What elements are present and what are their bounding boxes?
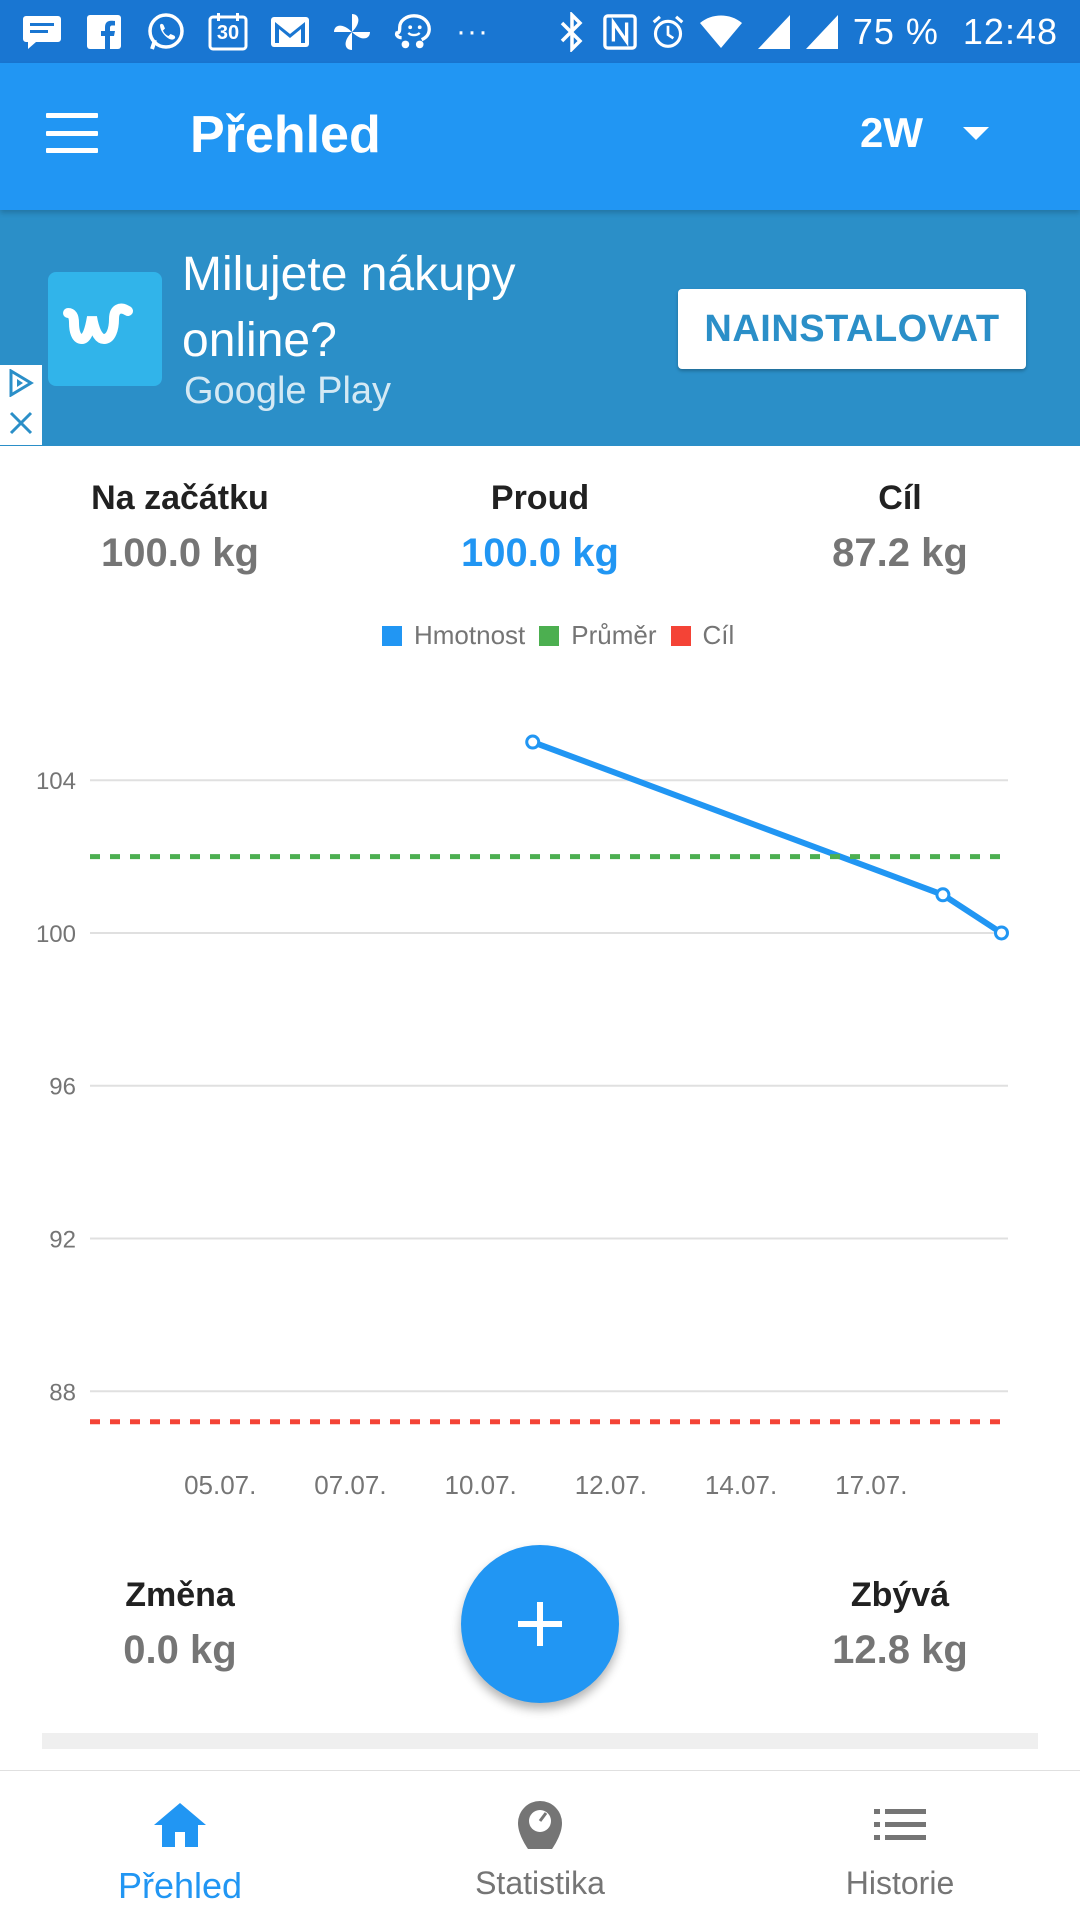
alarm-icon [651, 13, 685, 51]
page-title: Přehled [190, 106, 381, 164]
system-icons: 75 % 12:48 [555, 11, 1058, 53]
weight-chart[interactable]: 88 92 96 100 104 05.07. 07.07. 10.07. 12.07. 14.0… [0, 680, 1080, 1510]
range-dropdown[interactable]: 2W [860, 109, 989, 157]
overflow-icon: ··· [456, 14, 489, 48]
stat-remaining-value: 12.8 kg [832, 1628, 968, 1672]
data-point [993, 925, 1009, 941]
install-button[interactable]: NAINSTALOVAT [678, 289, 1026, 369]
data-point [525, 734, 541, 750]
stat-remaining: Zbývá 12.8 kg [780, 1575, 1020, 1675]
nav-overview[interactable]: Přehled [0, 1771, 360, 1920]
chart-legend: Hmotnost Průměr Cíl [382, 620, 734, 651]
nav-overview-label: Přehled [117, 1865, 243, 1906]
ad-close-icon[interactable] [8, 410, 34, 441]
bottom-nav: Přehled Statistika Historie [0, 1770, 1080, 1920]
legend-goal-swatch [670, 625, 691, 646]
data-point [935, 887, 951, 903]
chevron-down-icon [963, 126, 989, 140]
signal-2-icon [805, 13, 839, 51]
facebook-icon [84, 12, 124, 52]
app-bar: Přehled 2W [0, 63, 1080, 210]
legend-average: Průměr [539, 620, 657, 651]
y-tick-label: 92 [49, 1226, 76, 1253]
stat-start: Na začátku 100.0 kg [60, 478, 300, 578]
status-bar: 30 ··· [0, 0, 1080, 63]
whatsapp-icon [146, 12, 186, 52]
x-tick-label: 05.07. [184, 1470, 256, 1500]
x-tick-label: 14.07. [705, 1470, 777, 1500]
ad-headline: Milujete nákupy online? [182, 248, 516, 367]
x-tick-label: 07.07. [314, 1470, 386, 1500]
add-entry-button[interactable] [461, 1545, 619, 1703]
stat-change: Změna 0.0 kg [60, 1575, 300, 1675]
pinwheel-icon [332, 12, 372, 52]
y-tick-label: 100 [36, 921, 76, 948]
stat-change-label: Změna [125, 1576, 235, 1614]
x-tick-label: 17.07. [835, 1470, 907, 1500]
content-divider [42, 1733, 1038, 1749]
range-value: 2W [860, 109, 923, 156]
bluetooth-icon [555, 11, 589, 52]
legend-goal: Cíl [670, 620, 735, 651]
nav-statistics[interactable]: Statistika [360, 1771, 720, 1920]
stat-current-value: 100.0 kg [461, 531, 619, 575]
stat-goal: Cíl 87.2 kg [780, 478, 1020, 578]
waze-icon [394, 12, 434, 52]
calendar-day-text: 30 [216, 21, 240, 44]
wish-logo-icon [48, 272, 162, 386]
weight-chart-svg: 88 92 96 100 104 05.07. 07.07. 10.07. 12.07. 14.0… [36, 734, 1009, 1500]
stat-current-label: Proud [490, 479, 590, 517]
x-tick-label: 10.07. [444, 1470, 516, 1500]
y-tick-label: 104 [36, 768, 76, 795]
stat-change-value: 0.0 kg [123, 1628, 237, 1672]
clock-text: 12:48 [962, 10, 1058, 52]
calendar-icon: 30 [208, 12, 248, 52]
ad-choices-icon[interactable] [7, 368, 35, 402]
stat-current: Proud 100.0 kg [420, 478, 660, 578]
ad-store-label: Google Play [184, 370, 392, 412]
legend-weight: Hmotnost [382, 620, 525, 651]
signal-icon [757, 13, 791, 51]
series-weight-line [529, 739, 1005, 936]
plus-icon [518, 1602, 562, 1646]
nav-history[interactable]: Historie [720, 1771, 1080, 1920]
legend-goal-label: Cíl [702, 620, 735, 650]
nav-statistics-label: Statistika [475, 1865, 605, 1901]
wifi-icon [699, 13, 743, 51]
menu-icon[interactable] [46, 113, 98, 153]
battery-text: 75 % [852, 10, 939, 52]
y-tick-label: 88 [49, 1379, 76, 1406]
list-icon [872, 1797, 928, 1853]
ad-banner[interactable]: Milujete nákupy online? Google Play NAIN… [0, 210, 1080, 446]
notification-icons: 30 ··· [22, 12, 489, 52]
legend-average-label: Průměr [571, 620, 657, 650]
legend-weight-swatch [382, 625, 402, 646]
stat-remaining-label: Zbývá [850, 1576, 950, 1614]
nfc-icon [603, 13, 637, 51]
ad-choices[interactable] [0, 365, 42, 445]
stat-goal-label: Cíl [878, 479, 922, 517]
stat-start-value: 100.0 kg [101, 531, 259, 575]
y-tick-label: 96 [49, 1074, 76, 1101]
x-tick-label: 12.07. [575, 1470, 647, 1500]
nav-history-label: Historie [845, 1865, 955, 1901]
scale-icon [512, 1797, 568, 1853]
stat-start-label: Na začátku [91, 479, 269, 517]
gmail-icon [270, 12, 310, 52]
messaging-icon [22, 12, 62, 52]
stat-goal-value: 87.2 kg [832, 531, 968, 575]
legend-average-swatch [539, 625, 560, 646]
legend-weight-label: Hmotnost [414, 620, 526, 650]
home-icon [152, 1797, 208, 1853]
